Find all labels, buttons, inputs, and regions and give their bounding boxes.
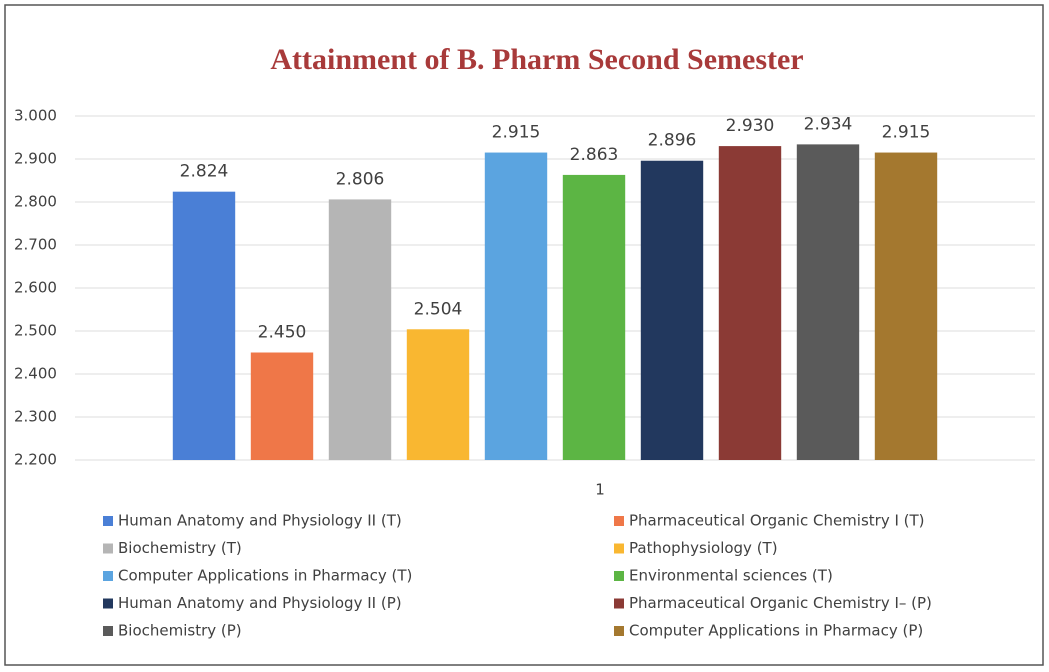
bar (874, 152, 938, 461)
legend-label: Environmental sciences (T) (629, 567, 833, 585)
y-tick-label: 2.900 (14, 150, 57, 168)
legend-swatch (103, 598, 113, 609)
y-tick-label: 2.400 (14, 365, 57, 383)
legend-label: Computer Applications in Pharmacy (T) (118, 567, 412, 585)
legend-swatch (614, 516, 624, 526)
legend-label: Computer Applications in Pharmacy (P) (629, 622, 923, 640)
legend-label: Pharmaceutical Organic Chemistry I (T) (629, 512, 925, 530)
legend-swatch (614, 626, 624, 636)
bar (250, 352, 314, 460)
bar (172, 191, 236, 460)
data-label: 2.915 (492, 123, 541, 143)
bar (484, 152, 548, 461)
y-tick-label: 2.200 (14, 451, 57, 469)
y-tick-label: 3.000 (14, 107, 57, 125)
y-tick-label: 2.700 (14, 236, 57, 254)
legend-label: Human Anatomy and Physiology II (T) (118, 512, 402, 530)
legend-label: Biochemistry (P) (118, 622, 242, 640)
bar (640, 160, 704, 460)
bar (718, 146, 782, 460)
data-label: 2.930 (726, 116, 775, 136)
data-label: 2.896 (648, 131, 697, 151)
legend-swatch (103, 571, 113, 581)
legend-label: Pathophysiology (T) (629, 539, 778, 557)
y-tick-label: 2.600 (14, 279, 57, 297)
legend-swatch (614, 598, 624, 609)
y-tick-label: 2.800 (14, 193, 57, 211)
data-label: 2.450 (258, 323, 307, 343)
bar (562, 174, 626, 460)
legend-swatch (103, 543, 113, 554)
data-label: 2.934 (804, 114, 853, 134)
legend-swatch (103, 626, 113, 636)
legend-swatch (614, 543, 624, 554)
legend-swatch (614, 571, 624, 581)
legend-swatch (103, 516, 113, 526)
data-label: 2.806 (336, 169, 385, 189)
bar (328, 199, 392, 461)
y-tick-label: 2.300 (14, 408, 57, 426)
legend-label: Biochemistry (T) (118, 539, 242, 557)
x-tick-label: 1 (595, 481, 605, 499)
bar (796, 144, 860, 460)
data-label: 2.915 (882, 123, 931, 143)
chart-title: Attainment of B. Pharm Second Semester (270, 43, 803, 76)
data-label: 2.504 (414, 299, 463, 319)
y-tick-label: 2.500 (14, 322, 57, 340)
legend-label: Human Anatomy and Physiology II (P) (118, 594, 402, 612)
data-label: 2.863 (570, 145, 619, 165)
data-label: 2.824 (180, 162, 229, 182)
bar (406, 329, 470, 460)
legend-label: Pharmaceutical Organic Chemistry I– (P) (629, 594, 932, 612)
